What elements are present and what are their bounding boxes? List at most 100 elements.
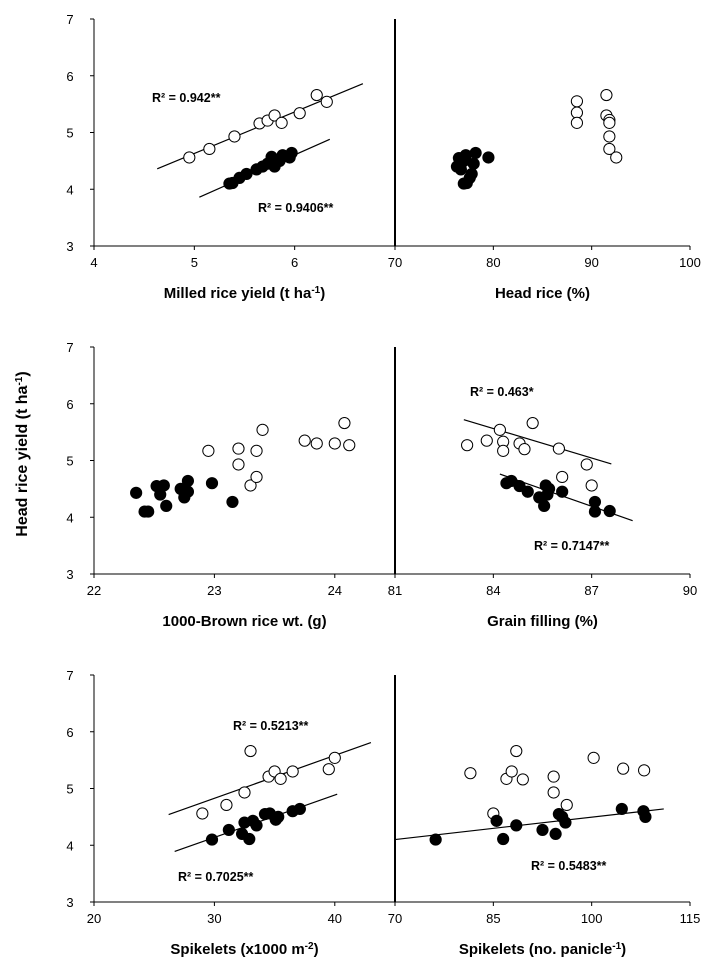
filled-point bbox=[588, 505, 602, 518]
open-point bbox=[238, 786, 251, 799]
open-point bbox=[585, 479, 598, 492]
open-point bbox=[203, 142, 216, 156]
open-point bbox=[560, 798, 573, 812]
y-tick-label: 5 bbox=[66, 126, 73, 141]
filled-point bbox=[130, 486, 143, 499]
y-tick-label: 4 bbox=[66, 182, 73, 197]
x-tick-label: 20 bbox=[87, 911, 101, 926]
y-tick-label: 7 bbox=[66, 12, 73, 27]
x-tick-label: 90 bbox=[683, 583, 697, 598]
open-point bbox=[183, 151, 196, 164]
open-point bbox=[570, 95, 584, 108]
open-point bbox=[497, 444, 510, 457]
filled-point bbox=[181, 474, 195, 488]
chart-panel-spikelets-per-panicle: 70 85 100 115 Spikelets (no. panicle-1) R² = … bbox=[388, 675, 700, 959]
y-tick-label: 4 bbox=[66, 838, 73, 853]
y-tick-label: 3 bbox=[66, 895, 73, 910]
open-point bbox=[505, 765, 518, 778]
open-point bbox=[552, 442, 565, 455]
filled-point bbox=[222, 823, 235, 837]
open-point bbox=[250, 470, 263, 484]
x-tick-label: 22 bbox=[87, 583, 101, 598]
filled-point bbox=[639, 810, 652, 823]
open-point bbox=[244, 479, 257, 492]
x-tick-label: 100 bbox=[679, 255, 701, 270]
open-point bbox=[310, 437, 323, 450]
open-point bbox=[570, 106, 584, 119]
x-tick-label: 40 bbox=[328, 911, 342, 926]
filled-point bbox=[160, 499, 173, 512]
open-point bbox=[328, 751, 341, 764]
x-tick-label: 100 bbox=[581, 911, 603, 926]
r2-label: R² = 0.463* bbox=[470, 385, 534, 399]
filled-point bbox=[457, 154, 470, 167]
r2-label: R² = 0.942** bbox=[152, 91, 221, 105]
open-point bbox=[547, 786, 560, 799]
filled-point bbox=[469, 146, 482, 160]
open-point bbox=[293, 107, 306, 120]
filled-point bbox=[285, 146, 298, 160]
chart-panel-spikelets-per-area: 3 4 5 6 7 20 30 40 Spikelets (x1000 m-2) R² = 0.5… bbox=[66, 668, 396, 959]
open-point bbox=[587, 751, 600, 764]
open-point bbox=[322, 763, 335, 776]
open-point bbox=[480, 434, 493, 447]
x-tick-label: 90 bbox=[584, 255, 598, 270]
open-point bbox=[343, 439, 356, 452]
filled-point bbox=[429, 833, 442, 846]
filled-point bbox=[615, 802, 628, 816]
x-tick-label: 81 bbox=[388, 583, 402, 598]
x-tick-label: 85 bbox=[486, 911, 500, 926]
y-tick-label: 3 bbox=[66, 567, 73, 582]
open-point bbox=[464, 767, 477, 780]
y-tick-label: 6 bbox=[66, 69, 73, 84]
filled-point bbox=[246, 814, 260, 827]
open-point bbox=[516, 773, 529, 786]
x-tick-label: 80 bbox=[486, 255, 500, 270]
r2-label: R² = 0.7025** bbox=[178, 870, 254, 884]
open-point bbox=[603, 142, 616, 156]
filled-point bbox=[142, 505, 155, 518]
filled-point bbox=[293, 802, 306, 816]
open-point bbox=[547, 770, 560, 783]
filled-point bbox=[272, 810, 285, 823]
open-point bbox=[610, 151, 623, 164]
y-tick-label: 5 bbox=[66, 454, 73, 469]
open-point bbox=[202, 444, 215, 457]
plot-area: 3 4 5 6 7 4 5 6 Milled rice yield (t ha-1) R² = 0… bbox=[66, 12, 700, 958]
filled-point bbox=[556, 485, 569, 498]
r2-label: R² = 0.7147** bbox=[534, 539, 610, 553]
filled-point bbox=[181, 485, 195, 498]
x-tick-label: 24 bbox=[328, 583, 342, 598]
x-tick-label: 4 bbox=[90, 255, 97, 270]
x-axis-label: Head rice (%) bbox=[495, 285, 590, 302]
open-point bbox=[556, 470, 569, 484]
open-point bbox=[320, 95, 333, 108]
x-axis-label: Spikelets (no. panicle-1) bbox=[459, 941, 626, 959]
open-point bbox=[493, 423, 506, 436]
open-point bbox=[286, 765, 299, 778]
open-point bbox=[256, 423, 269, 436]
filled-point bbox=[521, 485, 534, 498]
open-point bbox=[250, 444, 263, 457]
filled-point bbox=[510, 819, 523, 832]
open-point bbox=[510, 744, 523, 758]
filled-point bbox=[603, 504, 616, 518]
filled-point bbox=[536, 823, 549, 837]
filled-point bbox=[240, 167, 253, 181]
open-point bbox=[603, 130, 616, 143]
open-point bbox=[275, 116, 288, 129]
open-point bbox=[310, 88, 323, 102]
x-axis-label: 1000-Brown rice wt. (g) bbox=[162, 613, 326, 630]
chart-panel-head-rice: 70 80 90 100 Head rice (%) bbox=[388, 19, 701, 302]
x-tick-label: 70 bbox=[388, 255, 402, 270]
filled-point bbox=[513, 479, 526, 493]
x-tick-label: 5 bbox=[191, 255, 198, 270]
filled-point bbox=[559, 816, 572, 829]
open-point bbox=[518, 443, 531, 456]
open-point bbox=[196, 807, 209, 820]
x-tick-label: 70 bbox=[388, 911, 402, 926]
y-tick-label: 7 bbox=[66, 340, 73, 355]
x-axis-label: Spikelets (x1000 m-2) bbox=[170, 941, 318, 959]
x-tick-label: 30 bbox=[207, 911, 221, 926]
